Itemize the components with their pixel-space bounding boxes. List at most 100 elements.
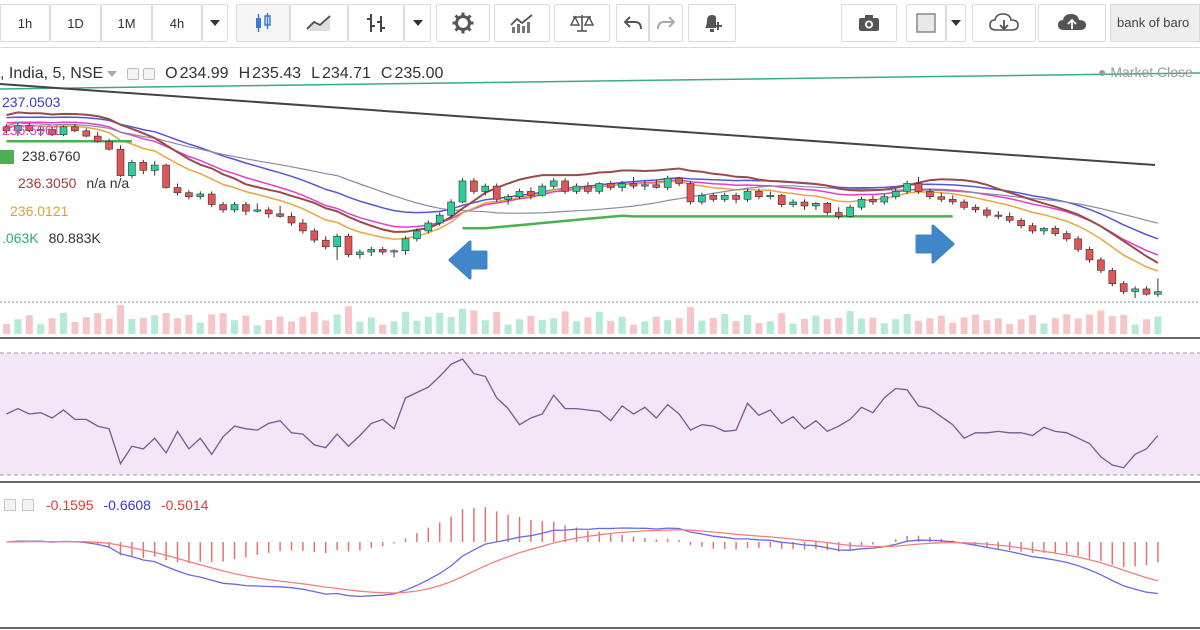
candle-body bbox=[2, 126, 11, 132]
left-arrow-annotation bbox=[448, 240, 488, 280]
layout-dropdown-button[interactable] bbox=[946, 4, 966, 42]
save-chart-button[interactable] bbox=[1038, 4, 1106, 42]
volume-bar bbox=[162, 313, 170, 334]
indicator-row-1[interactable]: 237.0503 bbox=[0, 94, 62, 112]
interval-1m-button[interactable]: 1M bbox=[101, 4, 152, 42]
volume-bar bbox=[789, 323, 797, 334]
macd-visibility-icon[interactable] bbox=[4, 499, 16, 511]
interval-dropdown-button[interactable] bbox=[202, 4, 228, 42]
interval-4h-button[interactable]: 4h bbox=[152, 4, 202, 42]
volume-bar bbox=[1108, 316, 1116, 334]
interval-1h-button[interactable]: 1h bbox=[0, 4, 50, 42]
candle-body bbox=[869, 199, 877, 203]
screenshot-button[interactable] bbox=[841, 4, 897, 42]
load-chart-button[interactable] bbox=[972, 4, 1036, 42]
layout-button[interactable] bbox=[906, 4, 946, 42]
volume-bar bbox=[105, 318, 113, 334]
volume-bar bbox=[858, 318, 865, 334]
candle-body bbox=[732, 195, 740, 200]
candle-body bbox=[549, 180, 558, 187]
candle-body bbox=[504, 196, 512, 200]
volume-bar bbox=[470, 310, 478, 334]
price-chart[interactable] bbox=[0, 48, 1200, 630]
volume-bar bbox=[709, 317, 717, 334]
indicator-row-6[interactable]: .063K 80.883K bbox=[0, 230, 101, 248]
volume-bar bbox=[538, 320, 546, 334]
volume-bar bbox=[299, 316, 307, 334]
volume-bar bbox=[664, 320, 672, 334]
chart-type-dropdown-button[interactable] bbox=[404, 4, 431, 42]
volume-bar bbox=[379, 324, 387, 334]
candle-body bbox=[219, 204, 227, 211]
volume-bar bbox=[527, 315, 535, 334]
indicator-row-3[interactable]: 238.6760 bbox=[0, 148, 82, 166]
volume-bar bbox=[972, 314, 979, 334]
volume-bar bbox=[561, 311, 569, 334]
candle-body bbox=[1062, 233, 1071, 240]
candle-body bbox=[242, 204, 250, 212]
indicator-value: 236.3050 bbox=[18, 175, 77, 191]
close-label: C bbox=[380, 65, 393, 82]
ohlc-bars-icon bbox=[367, 14, 385, 32]
macd-line bbox=[6, 527, 1158, 598]
candle-body bbox=[1028, 225, 1037, 232]
open-label: O bbox=[165, 65, 178, 82]
candle-body bbox=[926, 191, 934, 197]
candle-body bbox=[128, 162, 136, 176]
volume-bar bbox=[390, 321, 398, 334]
symbol-search-input[interactable]: bank of baro bbox=[1110, 4, 1200, 42]
chart-toolbar: 1h 1D 1M 4h bbox=[0, 0, 1200, 48]
indicator-row-4[interactable]: 236.3050 n/a n/a bbox=[0, 175, 129, 193]
market-status-text: Market Close bbox=[1110, 64, 1193, 80]
volume-bar bbox=[1029, 315, 1036, 334]
indicator-row-5[interactable]: 236.0121 bbox=[0, 203, 70, 221]
candle-body bbox=[105, 141, 113, 150]
undo-button[interactable] bbox=[616, 4, 649, 42]
interval-1d-button[interactable]: 1D bbox=[50, 4, 101, 42]
high-label: H bbox=[238, 65, 251, 82]
volume-bar bbox=[675, 318, 683, 334]
trend-line bbox=[0, 72, 1200, 90]
volume-bar bbox=[151, 315, 159, 334]
indicator-row-2[interactable]: 236.5961 bbox=[0, 122, 62, 140]
indicator-value: 236.0121 bbox=[10, 203, 69, 219]
candle-body bbox=[59, 126, 68, 136]
indicators-button[interactable] bbox=[494, 4, 550, 42]
volume-bar bbox=[14, 319, 22, 334]
candle-body bbox=[641, 184, 649, 187]
candle-body bbox=[435, 214, 444, 224]
eye-toggle-icon[interactable] bbox=[127, 68, 140, 80]
candle-body bbox=[1040, 228, 1048, 232]
volume-bar bbox=[208, 314, 216, 334]
candle-body bbox=[629, 183, 638, 187]
volume-bar bbox=[1040, 323, 1048, 334]
candle-body bbox=[994, 214, 1003, 217]
volume-bar bbox=[573, 321, 580, 334]
candle-body bbox=[1097, 259, 1105, 271]
volume-bar bbox=[219, 313, 227, 334]
bars-chart-type-button[interactable] bbox=[348, 4, 404, 42]
candle-body bbox=[48, 129, 56, 136]
chevron-down-icon[interactable] bbox=[107, 70, 118, 78]
alert-button[interactable] bbox=[688, 4, 736, 42]
candle-body bbox=[481, 185, 490, 192]
cloud-upload-icon bbox=[1058, 14, 1086, 30]
sma-line bbox=[6, 122, 1159, 224]
settings-button[interactable] bbox=[436, 4, 490, 42]
candle-body bbox=[527, 191, 535, 196]
settings-toggle-icon[interactable] bbox=[143, 68, 156, 80]
macd-settings-icon[interactable] bbox=[22, 499, 34, 511]
volume-bar bbox=[185, 314, 193, 334]
candlestick-icon bbox=[256, 13, 271, 32]
compare-button[interactable] bbox=[554, 4, 610, 42]
volume-bar bbox=[1086, 314, 1093, 334]
volume-bar bbox=[424, 316, 432, 334]
area-chart-type-button[interactable] bbox=[290, 4, 348, 42]
rsi-line bbox=[6, 358, 1159, 469]
volume-bar bbox=[436, 312, 444, 334]
candles-chart-type-button[interactable] bbox=[236, 4, 290, 42]
volume-bar bbox=[812, 315, 820, 334]
chevron-down-icon bbox=[412, 20, 423, 26]
redo-button[interactable] bbox=[649, 4, 683, 42]
candle-body bbox=[823, 203, 832, 213]
